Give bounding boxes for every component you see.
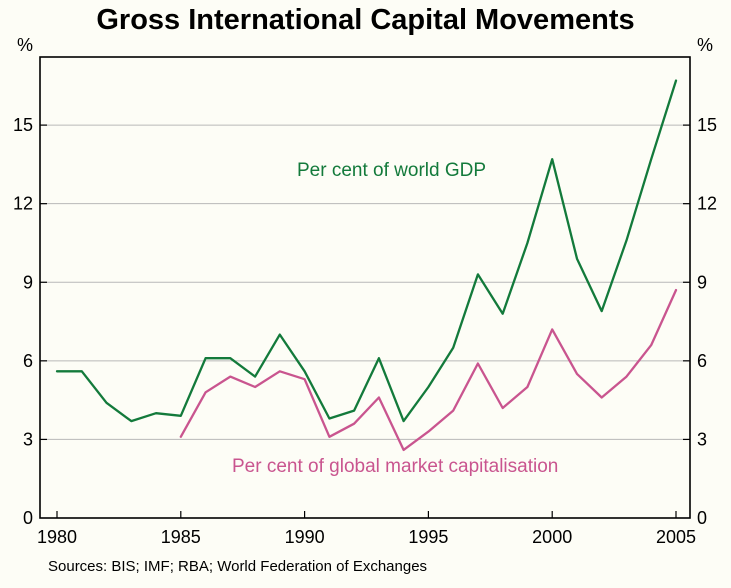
y-tick-label-left: 15 xyxy=(13,115,33,135)
x-tick-label: 2000 xyxy=(532,527,572,547)
gridlines xyxy=(40,124,690,440)
unit-label-right: % xyxy=(697,35,713,55)
y-tick-label-right: 9 xyxy=(697,272,707,292)
chart-title: Gross International Capital Movements xyxy=(96,4,635,36)
x-tick-label: 1995 xyxy=(408,527,448,547)
series-line-0 xyxy=(55,79,678,423)
unit-label-left: % xyxy=(17,35,33,55)
axis-ticks xyxy=(40,124,690,518)
y-tick-label-left: 12 xyxy=(13,194,33,214)
y-tick-label-right: 3 xyxy=(697,429,707,449)
y-tick-label-right: 15 xyxy=(697,115,717,135)
series-line-1 xyxy=(179,288,678,452)
x-tick-label: 1980 xyxy=(37,527,77,547)
x-axis-labels: 1980 1985 1990 1995 2000 2005 xyxy=(37,527,696,547)
y-tick-label-left: 6 xyxy=(23,351,33,371)
y-tick-label-left: 9 xyxy=(23,272,33,292)
y-axis-labels: 0 0 3 3 6 6 9 9 12 12 15 15%% xyxy=(13,35,717,528)
series-label-market-capitalisation: Per cent of global market capitalisation xyxy=(232,456,559,477)
plot-border xyxy=(39,56,691,519)
y-tick-label-right: 6 xyxy=(697,351,707,371)
y-tick-label-right: 12 xyxy=(697,194,717,214)
y-tick-label-left: 0 xyxy=(23,508,33,528)
x-tick-label: 1985 xyxy=(161,527,201,547)
y-tick-label-right: 0 xyxy=(697,508,707,528)
x-tick-label: 2005 xyxy=(656,527,696,547)
sources-note: Sources: BIS; IMF; RBA; World Federation… xyxy=(48,558,428,575)
x-tick-label: 1990 xyxy=(285,527,325,547)
y-tick-label-left: 3 xyxy=(23,429,33,449)
series-label-world-gdp: Per cent of world GDP xyxy=(297,160,487,181)
